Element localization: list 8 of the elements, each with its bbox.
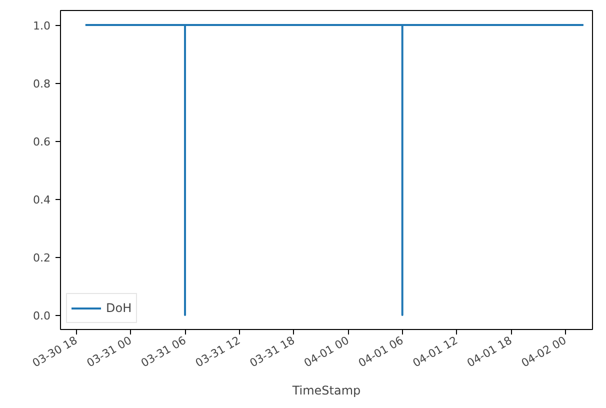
y-tick-label: 0.4	[33, 194, 51, 206]
y-tick-label: 0.0	[33, 310, 51, 322]
y-tick-label: 0.2	[33, 252, 51, 264]
x-axis-title: TimeStamp	[291, 383, 361, 398]
legend-label: DoH	[106, 301, 132, 315]
y-tick-label: 0.8	[33, 78, 51, 90]
y-tick-label: 0.6	[33, 136, 51, 148]
y-tick-label: 1.0	[33, 20, 51, 32]
